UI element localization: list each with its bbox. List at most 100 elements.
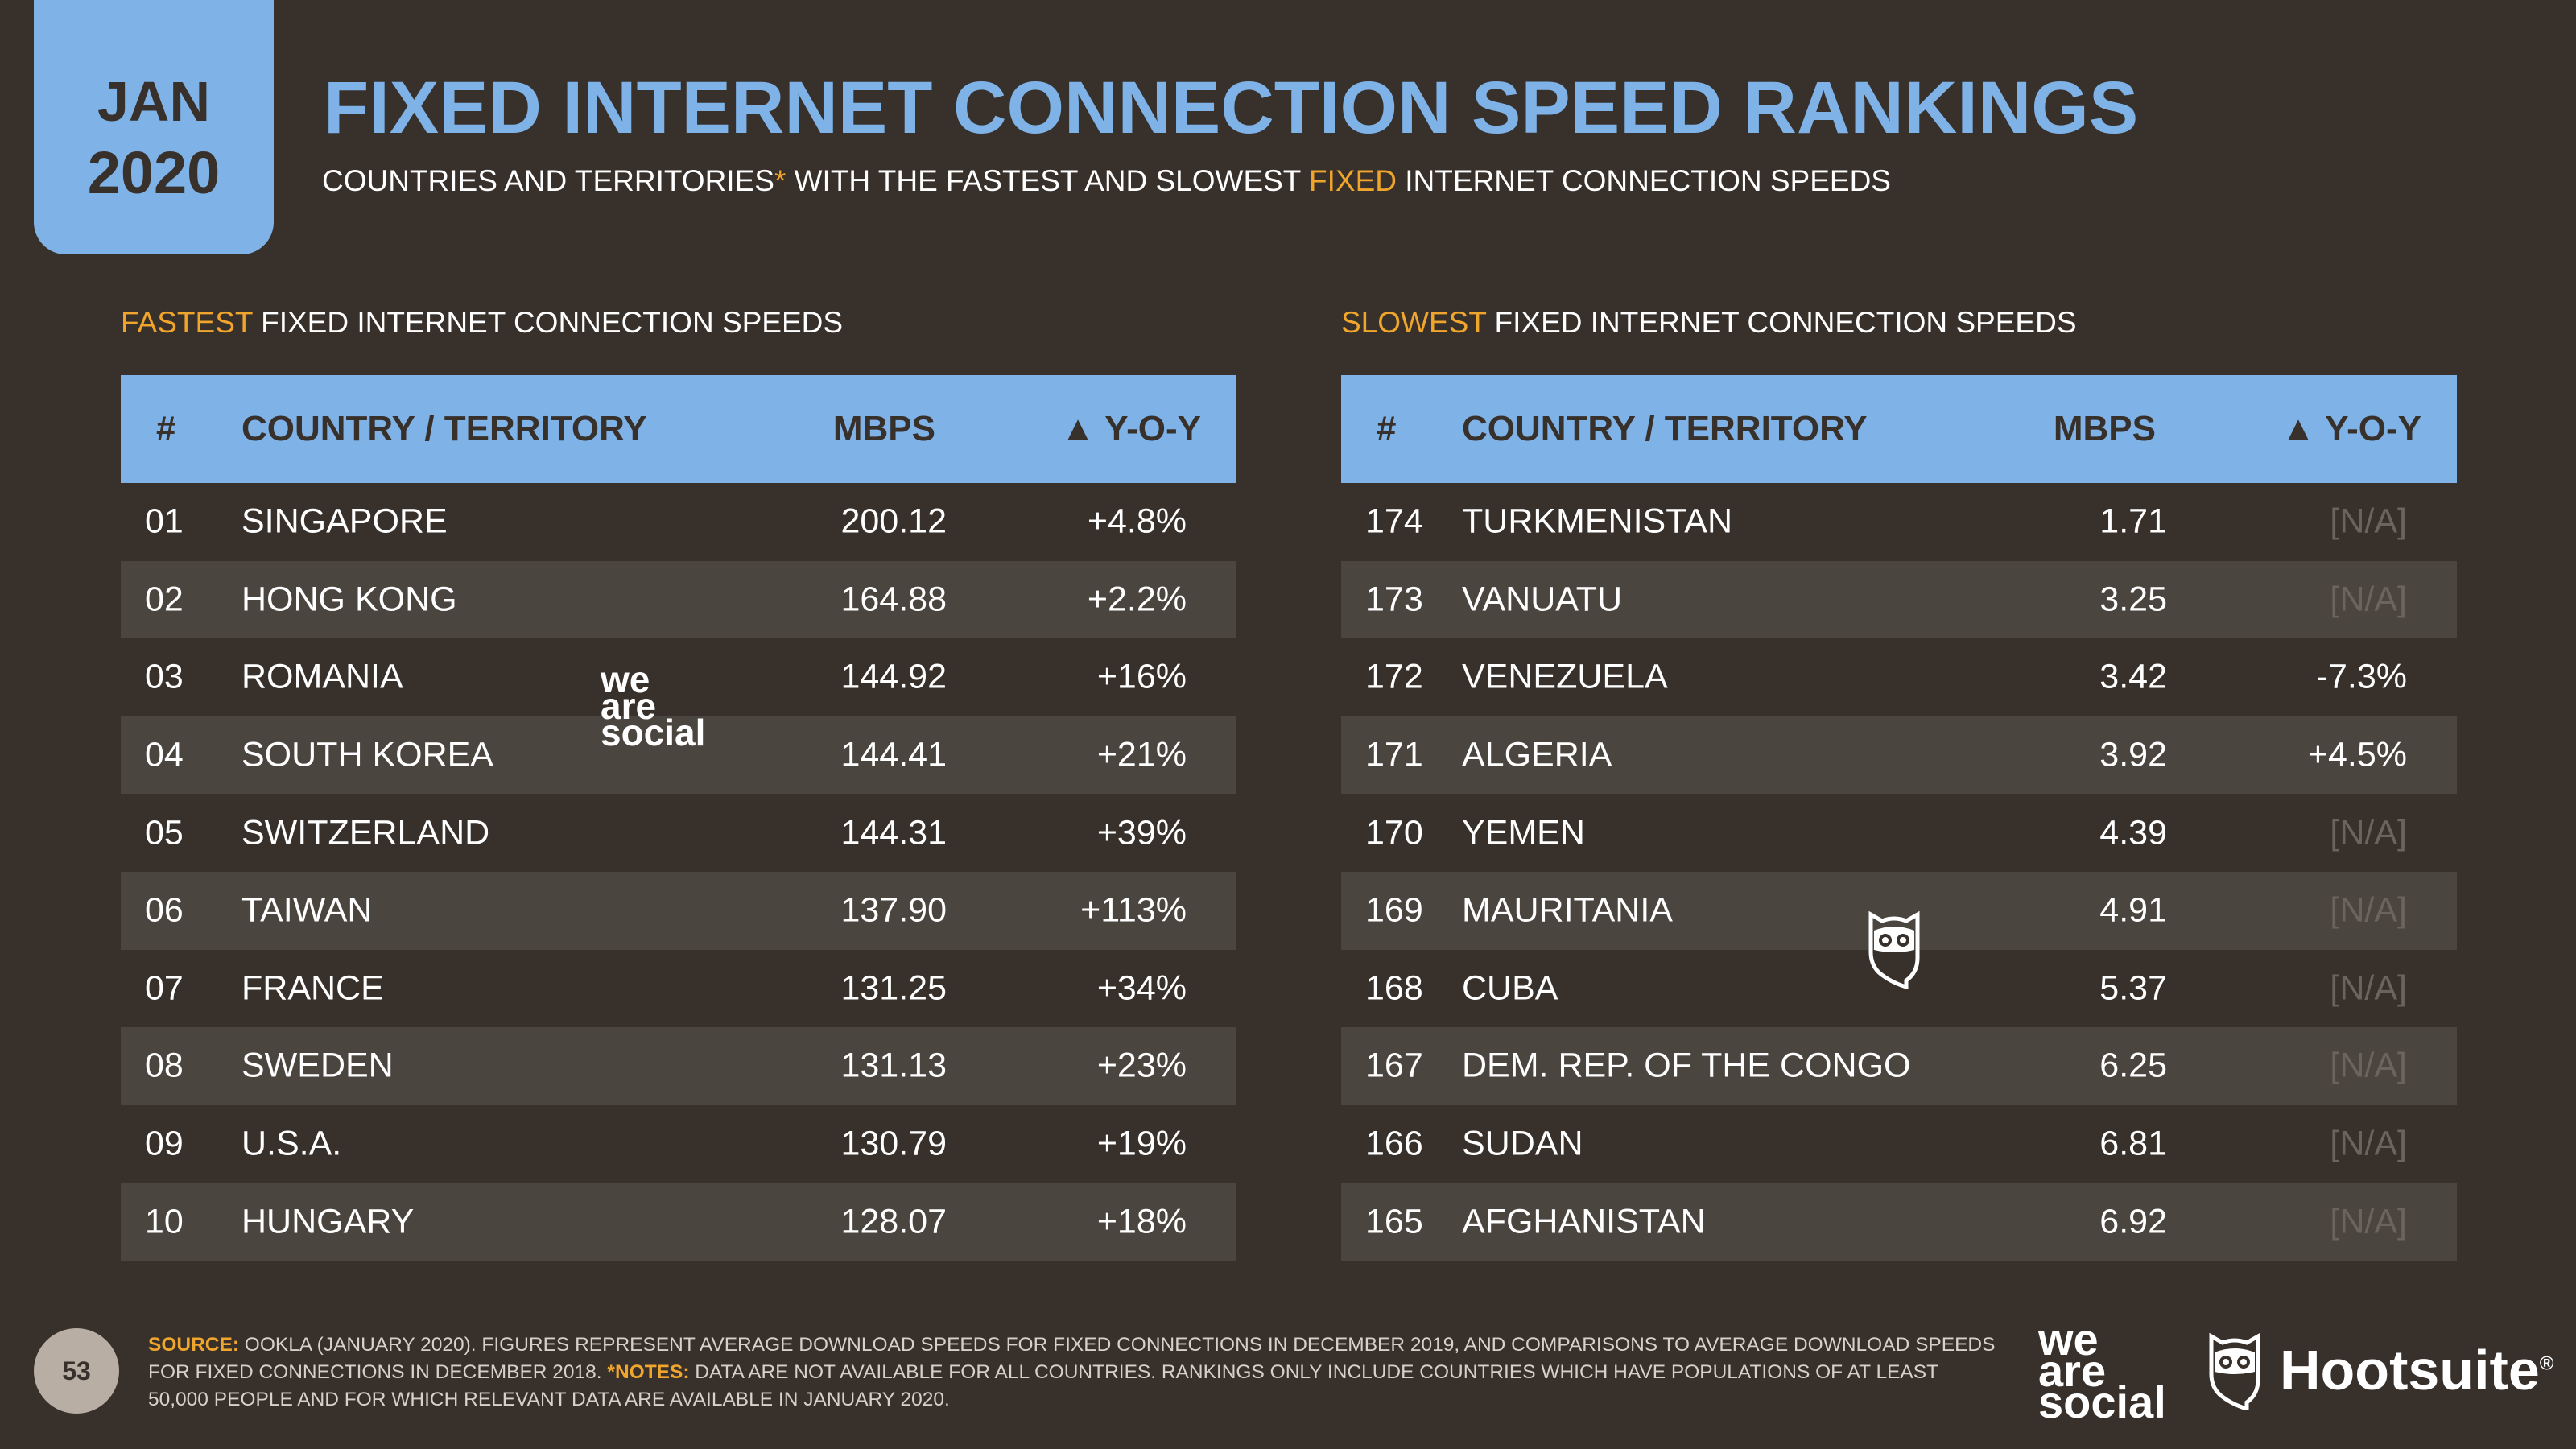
- country-cell: CUBA: [1462, 968, 1558, 1008]
- header-mbps: MBPS: [832, 409, 935, 448]
- mbps-cell: 1.71: [2099, 502, 2167, 541]
- subtitle-star: *: [774, 164, 786, 197]
- country-cell: MAURITANIA: [1462, 890, 1673, 930]
- slowest-label-highlight: SLOWEST: [1341, 306, 1487, 339]
- page-subtitle: COUNTRIES AND TERRITORIES* WITH THE FAST…: [322, 164, 1891, 198]
- hootsuite-wordmark: Hootsuite®: [2280, 1338, 2553, 1402]
- yoy-cell: [N/A]: [2330, 890, 2407, 930]
- source-key: SOURCE:: [148, 1334, 239, 1356]
- rank-cell: 04: [145, 735, 184, 774]
- table-row: 166 SUDAN 6.81 [N/A]: [1341, 1105, 2457, 1183]
- table-row: 08 SWEDEN 131.13 +23%: [121, 1027, 1236, 1105]
- table-row: 168 CUBA 5.37 [N/A]: [1341, 950, 2457, 1028]
- slowest-table: # COUNTRY / TERRITORY MBPS ▲ Y-O-Y 174 TU…: [1341, 375, 2457, 1261]
- country-cell: DEM. REP. OF THE CONGO: [1462, 1046, 1911, 1085]
- yoy-cell: [N/A]: [2330, 1124, 2407, 1163]
- table-row: 170 YEMEN 4.39 [N/A]: [1341, 794, 2457, 872]
- table-row: 06 TAIWAN 137.90 +113%: [121, 871, 1236, 950]
- we-are-social-watermark: we are social: [601, 658, 721, 753]
- yoy-cell: +16%: [1096, 657, 1187, 696]
- date-month: JAN: [97, 70, 211, 133]
- hootsuite-owl-icon: [2209, 1332, 2260, 1410]
- watermark-word: we: [601, 658, 650, 700]
- header-country: COUNTRY / TERRITORY: [1462, 409, 1868, 448]
- mbps-cell: 3.25: [2099, 580, 2167, 619]
- logo-word: we: [2038, 1314, 2099, 1364]
- yoy-cell: [N/A]: [2330, 968, 2407, 1008]
- mbps-cell: 3.92: [2099, 735, 2167, 774]
- date-year: 2020: [87, 139, 221, 206]
- table-row: 165 AFGHANISTAN 6.92 [N/A]: [1341, 1183, 2457, 1261]
- rank-cell: 170: [1365, 813, 1423, 852]
- logo-word: social: [2038, 1377, 2166, 1427]
- mbps-cell: 128.07: [840, 1202, 947, 1241]
- rank-cell: 01: [145, 502, 184, 541]
- yoy-cell: [N/A]: [2330, 580, 2407, 619]
- yoy-cell: +19%: [1096, 1124, 1187, 1163]
- rank-cell: 05: [145, 813, 184, 852]
- country-cell: AFGHANISTAN: [1462, 1202, 1706, 1241]
- mbps-cell: 144.92: [840, 657, 947, 696]
- yoy-cell: [N/A]: [2330, 1046, 2407, 1085]
- mbps-cell: 131.25: [840, 968, 947, 1008]
- rank-cell: 171: [1365, 735, 1423, 774]
- header-yoy: ▲ Y-O-Y: [1060, 409, 1201, 448]
- yoy-cell: +34%: [1096, 968, 1187, 1008]
- mbps-cell: 137.90: [840, 890, 947, 930]
- rank-cell: 10: [145, 1202, 184, 1241]
- mbps-cell: 200.12: [840, 502, 947, 541]
- table-row: 171 ALGERIA 3.92 +4.5%: [1341, 716, 2457, 795]
- yoy-cell: [N/A]: [2330, 813, 2407, 852]
- watermark-word: social: [601, 712, 706, 753]
- rank-cell: 08: [145, 1046, 184, 1085]
- country-cell: SINGAPORE: [242, 502, 448, 541]
- mbps-cell: 144.31: [840, 813, 947, 852]
- yoy-cell: [N/A]: [2330, 502, 2407, 541]
- country-cell: VENEZUELA: [1462, 657, 1668, 696]
- hootsuite-trademark: ®: [2539, 1352, 2554, 1375]
- fastest-table: # COUNTRY / TERRITORY MBPS ▲ Y-O-Y 01 SIN…: [121, 375, 1236, 1261]
- country-cell: HONG KONG: [242, 580, 457, 619]
- yoy-cell: -7.3%: [2316, 657, 2407, 696]
- date-badge: JAN 2020: [34, 0, 274, 254]
- table-row: 10 HUNGARY 128.07 +18%: [121, 1183, 1236, 1261]
- mbps-cell: 6.81: [2099, 1124, 2167, 1163]
- header-mbps: MBPS: [2053, 409, 2156, 448]
- we-are-social-logo: we are social: [2038, 1314, 2183, 1427]
- yoy-cell: +4.5%: [2307, 735, 2407, 774]
- table-row: 03 ROMANIA 144.92 +16%: [121, 638, 1236, 716]
- table-header: # COUNTRY / TERRITORY MBPS ▲ Y-O-Y: [1341, 375, 2457, 483]
- country-cell: VANUATU: [1462, 580, 1623, 619]
- rank-cell: 09: [145, 1124, 184, 1163]
- logo-word: are: [2038, 1345, 2107, 1396]
- mbps-cell: 131.13: [840, 1046, 947, 1085]
- country-cell: SUDAN: [1462, 1124, 1583, 1163]
- table-row: 01 SINGAPORE 200.12 +4.8%: [121, 483, 1236, 561]
- rank-cell: 167: [1365, 1046, 1423, 1085]
- watermark-word: are: [601, 685, 657, 727]
- yoy-cell: +2.2%: [1087, 580, 1187, 619]
- page-title: FIXED INTERNET CONNECTION SPEED RANKINGS: [324, 67, 2139, 149]
- fastest-section-label: FASTEST FIXED INTERNET CONNECTION SPEEDS: [121, 306, 843, 340]
- rank-cell: 168: [1365, 968, 1423, 1008]
- yoy-cell: +4.8%: [1087, 502, 1187, 541]
- hootsuite-name: Hootsuite: [2280, 1339, 2540, 1402]
- mbps-cell: 144.41: [840, 735, 947, 774]
- table-row: 02 HONG KONG 164.88 +2.2%: [121, 560, 1236, 639]
- mbps-cell: 4.91: [2099, 890, 2167, 930]
- rank-cell: 165: [1365, 1202, 1423, 1241]
- country-cell: FRANCE: [242, 968, 384, 1008]
- table-row: 05 SWITZERLAND 144.31 +39%: [121, 794, 1236, 872]
- yoy-cell: [N/A]: [2330, 1202, 2407, 1241]
- source-notes: SOURCE: OOKLA (JANUARY 2020). FIGURES RE…: [148, 1331, 2000, 1414]
- rank-cell: 173: [1365, 580, 1423, 619]
- table-row: 09 U.S.A. 130.79 +19%: [121, 1105, 1236, 1183]
- table-row: 174 TURKMENISTAN 1.71 [N/A]: [1341, 483, 2457, 561]
- yoy-cell: +113%: [1080, 890, 1187, 930]
- slowest-label-rest: FIXED INTERNET CONNECTION SPEEDS: [1486, 306, 2077, 339]
- country-cell: TAIWAN: [242, 890, 373, 930]
- mbps-cell: 4.39: [2099, 813, 2167, 852]
- table-row: 172 VENEZUELA 3.42 -7.3%: [1341, 638, 2457, 716]
- yoy-cell: +39%: [1096, 813, 1187, 852]
- yoy-cell: +18%: [1096, 1202, 1187, 1241]
